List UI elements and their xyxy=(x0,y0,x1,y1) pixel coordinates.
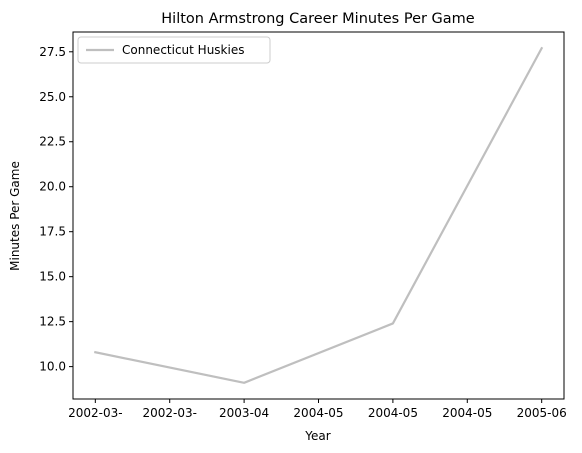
y-tick-label: 12.5 xyxy=(39,315,66,329)
x-axis-title: Year xyxy=(304,429,330,443)
plot-frame xyxy=(72,31,565,400)
chart-title: Hilton Armstrong Career Minutes Per Game xyxy=(161,11,475,27)
y-tick-label: 10.0 xyxy=(39,360,66,374)
x-tick-label: 2004-05 xyxy=(368,406,418,420)
x-tick-label: 2004-05 xyxy=(293,406,343,420)
x-tick-label: 2004-05 xyxy=(442,406,492,420)
x-tick-label: 2005-06 xyxy=(517,406,567,420)
y-tick-label: 22.5 xyxy=(39,135,66,149)
y-tick-label: 20.0 xyxy=(39,180,66,194)
legend-label: Connecticut Huskies xyxy=(122,43,244,57)
x-tick-label: 2002-03- xyxy=(68,406,122,420)
y-tick-label: 17.5 xyxy=(39,225,66,239)
plot-area: 2002-03- 2002-03- 2003-04 2004-05 2004-05 200… xyxy=(39,31,567,420)
y-tick-label: 25.0 xyxy=(39,90,66,104)
x-tick-label: 2003-04 xyxy=(219,406,269,420)
series-line-0 xyxy=(94,46,544,384)
x-tick-label: 2002-03- xyxy=(142,406,196,420)
y-axis-title: Minutes Per Game xyxy=(8,161,22,271)
y-tick-label: 15.0 xyxy=(39,270,66,284)
legend-box xyxy=(77,36,271,64)
y-tick-label: 27.5 xyxy=(39,45,66,59)
